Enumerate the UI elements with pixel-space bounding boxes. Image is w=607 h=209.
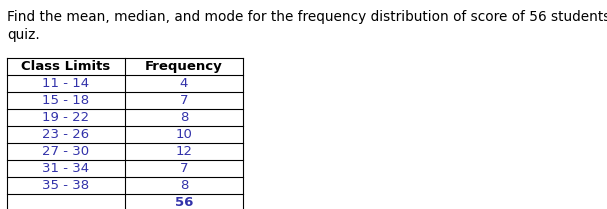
Text: 31 - 34: 31 - 34: [42, 162, 90, 175]
Text: 11 - 14: 11 - 14: [42, 77, 90, 90]
Text: 15 - 18: 15 - 18: [42, 94, 90, 107]
Text: 7: 7: [180, 94, 188, 107]
Text: 10: 10: [175, 128, 192, 141]
Text: quiz.: quiz.: [7, 28, 39, 42]
Text: Class Limits: Class Limits: [21, 60, 110, 73]
Text: 8: 8: [180, 179, 188, 192]
Text: 23 - 26: 23 - 26: [42, 128, 90, 141]
Text: 12: 12: [175, 145, 192, 158]
Text: Frequency: Frequency: [145, 60, 223, 73]
Text: 56: 56: [175, 196, 193, 209]
Text: 19 - 22: 19 - 22: [42, 111, 90, 124]
Text: 7: 7: [180, 162, 188, 175]
Text: 8: 8: [180, 111, 188, 124]
Text: 27 - 30: 27 - 30: [42, 145, 90, 158]
Text: 35 - 38: 35 - 38: [42, 179, 90, 192]
Text: Find the mean, median, and mode for the frequency distribution of score of 56 st: Find the mean, median, and mode for the …: [7, 10, 607, 24]
Text: 4: 4: [180, 77, 188, 90]
